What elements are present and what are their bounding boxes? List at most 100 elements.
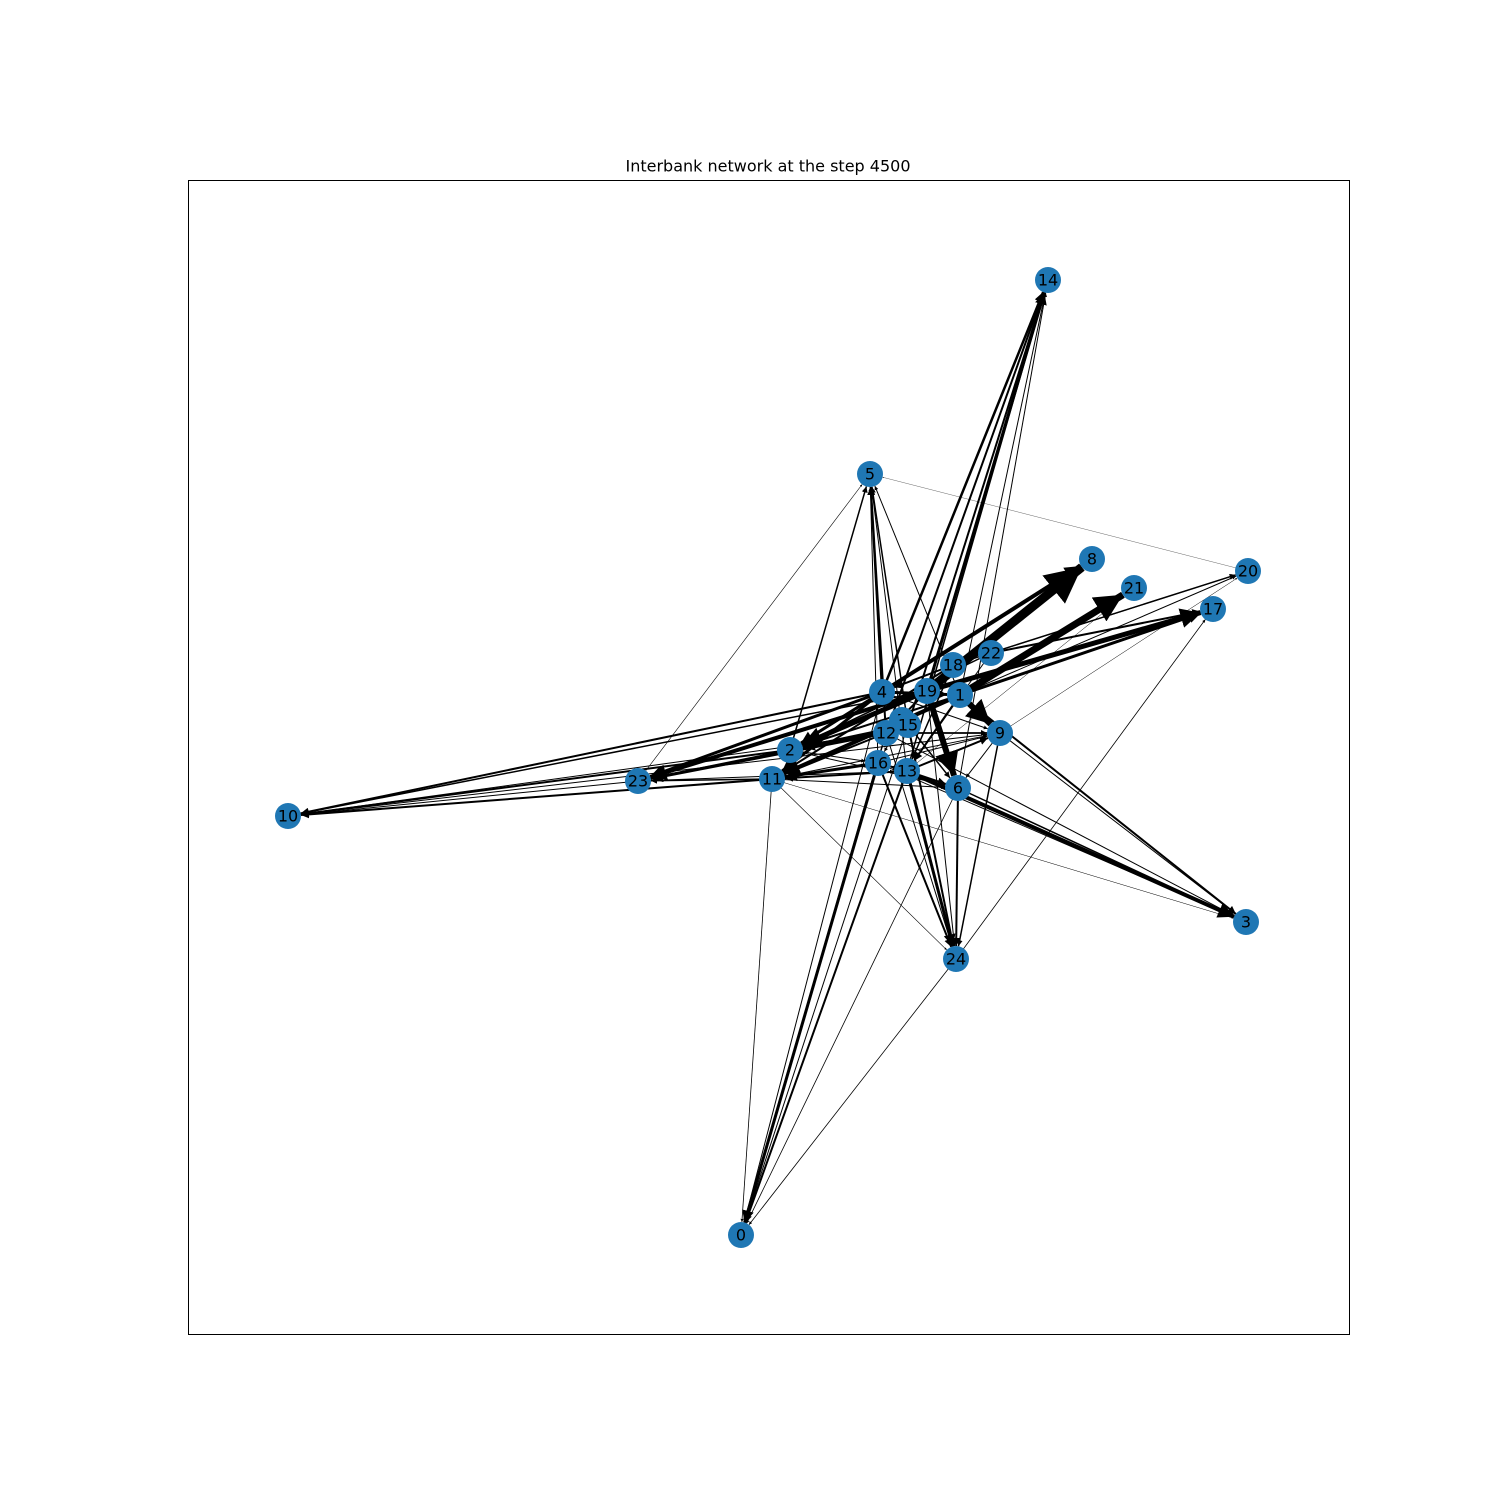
node bbox=[987, 720, 1013, 746]
node-label: 13 bbox=[897, 762, 917, 781]
node-label: 24 bbox=[946, 950, 966, 969]
node bbox=[894, 758, 920, 784]
edge bbox=[959, 575, 1237, 696]
node bbox=[895, 712, 921, 738]
node bbox=[943, 946, 969, 972]
edge bbox=[880, 564, 1083, 694]
node-label: 8 bbox=[1087, 550, 1097, 569]
edge bbox=[926, 608, 1202, 694]
edge bbox=[905, 770, 956, 947]
edge bbox=[885, 291, 1045, 734]
node-label: 22 bbox=[981, 644, 1001, 663]
node-label: 16 bbox=[868, 754, 888, 773]
node bbox=[914, 678, 940, 704]
edge bbox=[999, 732, 1236, 915]
node bbox=[625, 768, 651, 794]
node bbox=[1079, 546, 1105, 572]
node bbox=[945, 775, 971, 801]
edge bbox=[990, 609, 1201, 654]
edge bbox=[957, 292, 1048, 789]
node bbox=[1121, 575, 1147, 601]
edge bbox=[300, 778, 773, 819]
edge bbox=[959, 292, 1047, 696]
node bbox=[1200, 596, 1226, 622]
node bbox=[777, 737, 803, 763]
edge bbox=[740, 778, 773, 1223]
node bbox=[865, 750, 891, 776]
edge bbox=[907, 292, 1046, 726]
edge bbox=[956, 732, 1001, 947]
edge bbox=[744, 724, 909, 1223]
node-label: 15 bbox=[898, 716, 918, 735]
node bbox=[978, 640, 1004, 666]
node-label: 12 bbox=[876, 724, 896, 743]
edge bbox=[882, 476, 1249, 572]
node bbox=[759, 766, 785, 792]
edge bbox=[911, 664, 954, 760]
edge bbox=[744, 770, 908, 1224]
edge bbox=[877, 735, 988, 764]
edge bbox=[300, 780, 639, 817]
edge bbox=[771, 763, 866, 780]
edge bbox=[999, 577, 1238, 734]
node-label: 3 bbox=[1241, 913, 1251, 932]
edge bbox=[885, 732, 1235, 917]
edge bbox=[868, 486, 879, 764]
edge bbox=[914, 652, 992, 761]
edge bbox=[771, 778, 947, 951]
node bbox=[1235, 558, 1261, 584]
edge bbox=[650, 777, 773, 784]
edge bbox=[783, 732, 887, 776]
node-label: 17 bbox=[1203, 600, 1223, 619]
node-label: 19 bbox=[917, 682, 937, 701]
node bbox=[1035, 267, 1061, 293]
node-label: 10 bbox=[278, 807, 298, 826]
edge bbox=[746, 787, 959, 1224]
nodes: 0123456789101112131415161718192021222324 bbox=[275, 267, 1261, 1248]
edge bbox=[789, 486, 868, 751]
edge bbox=[771, 778, 946, 790]
edge bbox=[743, 732, 887, 1223]
axes-frame bbox=[188, 180, 1350, 1335]
node-label: 5 bbox=[865, 465, 875, 484]
node-label: 21 bbox=[1124, 579, 1144, 598]
node-label: 2 bbox=[785, 741, 795, 760]
edge bbox=[990, 574, 1236, 654]
edge bbox=[300, 749, 791, 818]
edge bbox=[771, 778, 1234, 919]
edge bbox=[958, 591, 1125, 698]
edge bbox=[955, 619, 1206, 960]
edge bbox=[880, 291, 1045, 693]
node bbox=[940, 652, 966, 678]
node-label: 11 bbox=[762, 770, 782, 789]
node bbox=[869, 679, 895, 705]
edge bbox=[906, 736, 989, 772]
node-label: 1 bbox=[955, 686, 965, 705]
node-label: 23 bbox=[628, 772, 648, 791]
node-label: 4 bbox=[877, 683, 887, 702]
edge bbox=[300, 690, 928, 816]
edge bbox=[957, 787, 1235, 918]
edge bbox=[300, 691, 883, 816]
edge bbox=[637, 484, 863, 782]
node bbox=[275, 803, 301, 829]
edge bbox=[650, 749, 791, 781]
edge bbox=[748, 958, 957, 1225]
node-label: 20 bbox=[1238, 562, 1258, 581]
node-label: 18 bbox=[943, 656, 963, 675]
node bbox=[857, 461, 883, 487]
title: Interbank network at the step 4500 bbox=[626, 157, 911, 176]
edge bbox=[952, 787, 961, 947]
edges bbox=[287, 291, 1249, 1225]
node-label: 0 bbox=[736, 1226, 746, 1245]
node-label: 6 bbox=[953, 779, 963, 798]
edge bbox=[800, 690, 883, 745]
edge bbox=[959, 611, 1202, 697]
edge bbox=[877, 762, 953, 948]
node bbox=[728, 1222, 754, 1248]
node bbox=[873, 720, 899, 746]
edge bbox=[743, 691, 883, 1223]
node-label: 9 bbox=[995, 724, 1005, 743]
